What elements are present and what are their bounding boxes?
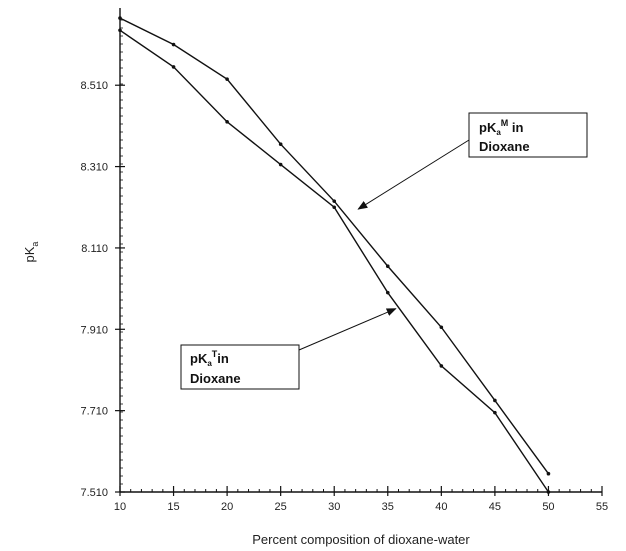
callout-arrow [357, 139, 470, 210]
x-tick-label: 35 [382, 501, 394, 513]
x-tick-label: 55 [596, 501, 608, 513]
data-point [332, 199, 337, 203]
x-tick-label: 40 [435, 501, 447, 513]
data-point [118, 28, 122, 33]
series-line-1 [119, 29, 550, 493]
callout-pka-t: pKaTin Dioxane [180, 308, 397, 390]
y-axis-title: pKa [22, 242, 40, 263]
callout-arrow [298, 308, 397, 351]
callout-box [180, 344, 300, 390]
data-point [385, 290, 390, 295]
x-tick-label: 20 [221, 501, 233, 513]
data-point [225, 77, 229, 81]
data-point [439, 325, 444, 330]
y-axis-title-subscript: a [30, 242, 40, 247]
data-point [546, 471, 551, 476]
data-point [171, 65, 176, 69]
data-point [493, 398, 497, 403]
axes [119, 8, 602, 493]
data-point [278, 142, 283, 147]
data-point [546, 490, 551, 494]
y-tick-label: 7.510 [80, 487, 108, 499]
data-point [385, 264, 390, 269]
series-line-0 [119, 17, 550, 475]
x-tick-label: 50 [542, 501, 554, 513]
y-tick-label: 8.110 [81, 243, 108, 255]
x-tick-label: 10 [114, 501, 126, 513]
callout-pka-m: pKaM in Dioxane [357, 112, 588, 210]
data-point [118, 16, 122, 20]
callout-label-line1: pKaTin [190, 349, 229, 368]
y-ticks: 7.510 7.710 7.910 8.110 8.310 8.510 [80, 80, 125, 499]
callout-label-line1: pKaM in [479, 118, 524, 137]
x-tick-label: 25 [275, 501, 287, 513]
y-tick-label: 8.510 [80, 80, 108, 92]
series-group [118, 16, 551, 494]
data-point [225, 120, 229, 124]
data-point [278, 162, 283, 167]
x-ticks: 10 15 20 25 30 35 40 45 50 55 [114, 486, 608, 513]
x-tick-label: 45 [489, 501, 501, 513]
y-tick-label: 8.310 [80, 162, 108, 174]
callout-label-line2: Dioxane [190, 371, 241, 386]
callout-label-line2: Dioxane [479, 139, 530, 154]
x-axis-title: Percent composition of dioxane-water [252, 532, 470, 547]
callout-box [468, 112, 588, 158]
y-tick-label: 7.710 [80, 406, 108, 418]
data-point [171, 42, 176, 47]
minor-ticks [120, 19, 592, 492]
x-tick-label: 15 [167, 501, 179, 513]
data-point [493, 410, 497, 415]
x-tick-label: 30 [328, 501, 340, 513]
y-tick-label: 7.910 [80, 324, 108, 336]
data-point [439, 364, 444, 368]
data-point [332, 205, 337, 210]
